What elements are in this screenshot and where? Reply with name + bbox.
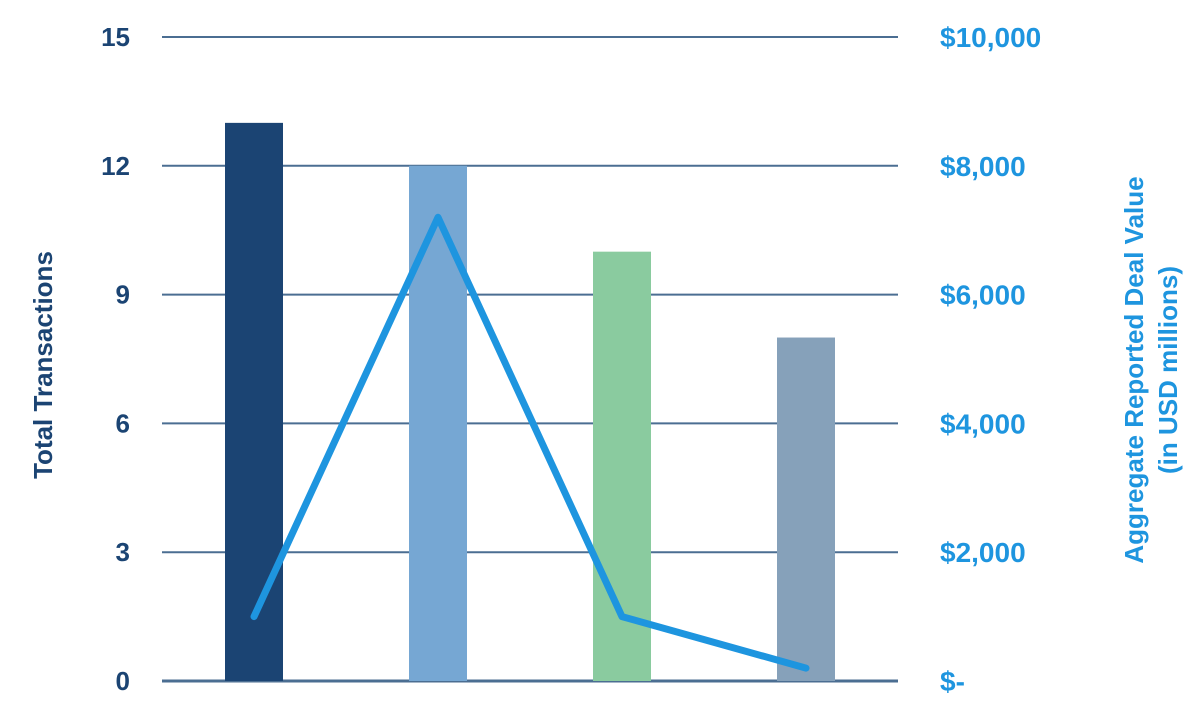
right-axis-label-line2: (in USD millions) bbox=[1153, 266, 1183, 474]
left-tick-label: 12 bbox=[101, 151, 130, 181]
left-tick-label: 9 bbox=[116, 280, 130, 310]
right-tick-label: $2,000 bbox=[940, 537, 1026, 568]
right-tick-label: $8,000 bbox=[940, 151, 1026, 182]
line-series bbox=[254, 217, 806, 668]
left-tick-label: 3 bbox=[116, 537, 130, 567]
bars bbox=[225, 123, 835, 681]
right-axis-ticks: $- $2,000 $4,000 $6,000 $8,000 $10,000 bbox=[940, 22, 1041, 697]
bar bbox=[409, 166, 467, 681]
left-tick-label: 15 bbox=[101, 22, 130, 52]
bar bbox=[225, 123, 283, 681]
bar bbox=[777, 338, 835, 681]
right-tick-label: $- bbox=[940, 666, 965, 697]
left-tick-label: 0 bbox=[116, 666, 130, 696]
left-tick-label: 6 bbox=[116, 408, 130, 438]
right-axis-label-line1: Aggregate Reported Deal Value bbox=[1119, 176, 1149, 563]
right-tick-label: $4,000 bbox=[940, 408, 1026, 439]
right-tick-label: $6,000 bbox=[940, 280, 1026, 311]
deal-value-line bbox=[254, 217, 806, 668]
left-axis-ticks: 0 3 6 9 12 15 bbox=[101, 22, 130, 696]
right-tick-label: $10,000 bbox=[940, 22, 1041, 53]
left-axis-label: Total Transactions bbox=[28, 251, 58, 479]
